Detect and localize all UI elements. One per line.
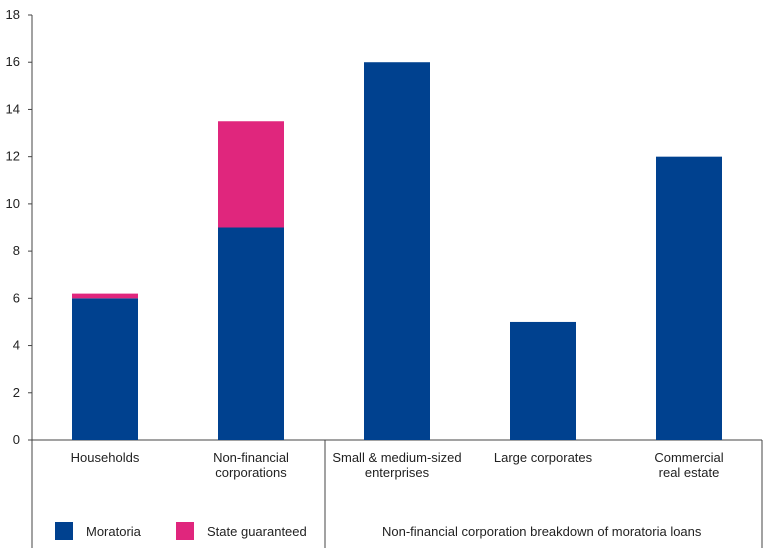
y-tick-label: 10: [6, 196, 20, 211]
bar-state-guaranteed: [72, 293, 138, 299]
x-tick-label: Small & medium-sized enterprises: [332, 450, 461, 480]
y-tick-label: 16: [6, 54, 20, 69]
y-tick-label: 8: [13, 243, 20, 258]
legend-label: State guaranteed: [207, 524, 307, 539]
legend-swatch: [176, 522, 194, 540]
x-tick-label: Households: [71, 450, 140, 465]
group-annotation: Non-financial corporation breakdown of m…: [382, 524, 702, 539]
bar-moratoria: [656, 156, 722, 440]
y-tick-label: 4: [13, 338, 20, 353]
y-tick-label: 6: [13, 290, 20, 305]
x-axis-labels: Households Non-financial corporations Small…: [71, 450, 724, 480]
bar-moratoria: [218, 227, 284, 440]
x-tick-label: Non-financial corporations: [213, 450, 289, 480]
legend: Moratoria State guaranteed: [55, 522, 307, 540]
bar-moratoria: [364, 62, 430, 440]
x-tick-label: Commercial real estate: [654, 450, 723, 480]
bar-state-guaranteed: [218, 121, 284, 228]
y-axis-ticks: 0 2 4 6 8 10 12 14 16 18: [6, 7, 32, 447]
bar-moratoria: [72, 298, 138, 440]
y-tick-label: 14: [6, 101, 20, 116]
bars: [72, 62, 722, 440]
y-tick-label: 0: [13, 432, 20, 447]
y-tick-label: 18: [6, 7, 20, 22]
x-tick-label: Large corporates: [494, 450, 593, 465]
legend-swatch: [55, 522, 73, 540]
legend-label: Moratoria: [86, 524, 142, 539]
y-tick-label: 2: [13, 385, 20, 400]
y-tick-label: 12: [6, 149, 20, 164]
bar-moratoria: [510, 321, 576, 440]
